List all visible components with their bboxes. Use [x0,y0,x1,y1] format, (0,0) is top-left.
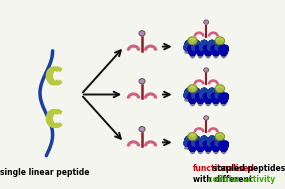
Ellipse shape [215,37,225,45]
Ellipse shape [204,20,209,24]
Ellipse shape [188,37,197,45]
Ellipse shape [139,126,145,132]
Ellipse shape [139,31,145,36]
Text: stapled peptides: stapled peptides [210,164,285,173]
Ellipse shape [188,85,197,93]
Text: single linear peptide: single linear peptide [1,168,90,177]
Ellipse shape [139,79,145,84]
Ellipse shape [204,116,209,120]
Ellipse shape [215,85,225,93]
Ellipse shape [188,132,197,141]
Text: with different: with different [192,175,255,184]
Text: functionalised: functionalised [192,164,255,173]
Text: cellular activity: cellular activity [208,175,275,184]
Ellipse shape [215,132,225,141]
Ellipse shape [204,68,209,72]
